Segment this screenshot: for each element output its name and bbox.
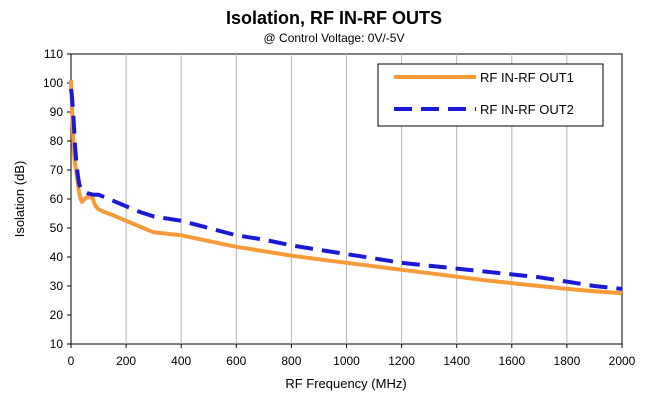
y-tick-label: 100: [43, 76, 63, 90]
y-tick-label: 40: [50, 250, 64, 264]
series-line-out1: [69, 80, 623, 296]
x-tick-label: 1200: [388, 354, 415, 368]
x-tick-label: 600: [226, 354, 246, 368]
x-tick-label: 1400: [443, 354, 470, 368]
y-tick-label: 20: [50, 308, 64, 322]
y-axis-label: Isolation (dB): [12, 161, 27, 238]
y-tick-label: 50: [50, 221, 64, 235]
y-tick-label: 70: [50, 163, 64, 177]
x-tick-label: 1600: [498, 354, 525, 368]
x-tick-label: 200: [116, 354, 136, 368]
legend-label-out1: RF IN-RF OUT1: [480, 70, 574, 85]
y-tick-label: 110: [44, 47, 63, 61]
y-tick-label: 10: [50, 337, 64, 351]
legend-label-out2: RF IN-RF OUT2: [480, 102, 574, 117]
y-tick-label: 30: [50, 279, 64, 293]
x-tick-label: 400: [171, 354, 191, 368]
chart-subtitle: @ Control Voltage: 0V/-5V: [264, 31, 405, 45]
x-tick-label: 800: [281, 354, 301, 368]
x-tick-label: 1000: [333, 354, 360, 368]
series-lines: [69, 80, 623, 296]
y-tick-label: 90: [50, 105, 64, 119]
legend-box: [377, 63, 604, 127]
y-tick-label: 60: [50, 192, 64, 206]
legend: RF IN-RF OUT1 RF IN-RF OUT2: [377, 63, 604, 127]
x-tick-label: 1800: [554, 354, 581, 368]
axis-ticks: 0 200 400 600 800 1000 1200 1400 1600 1800 2000 10 2…: [43, 47, 636, 368]
x-axis-label: RF Frequency (MHz): [285, 376, 406, 391]
x-tick-label: 0: [68, 354, 75, 368]
series-line-out2: [69, 88, 623, 291]
y-tick-label: 80: [50, 134, 64, 148]
chart-title: Isolation, RF IN-RF OUTS: [226, 8, 442, 28]
x-tick-label: 2000: [609, 354, 636, 368]
